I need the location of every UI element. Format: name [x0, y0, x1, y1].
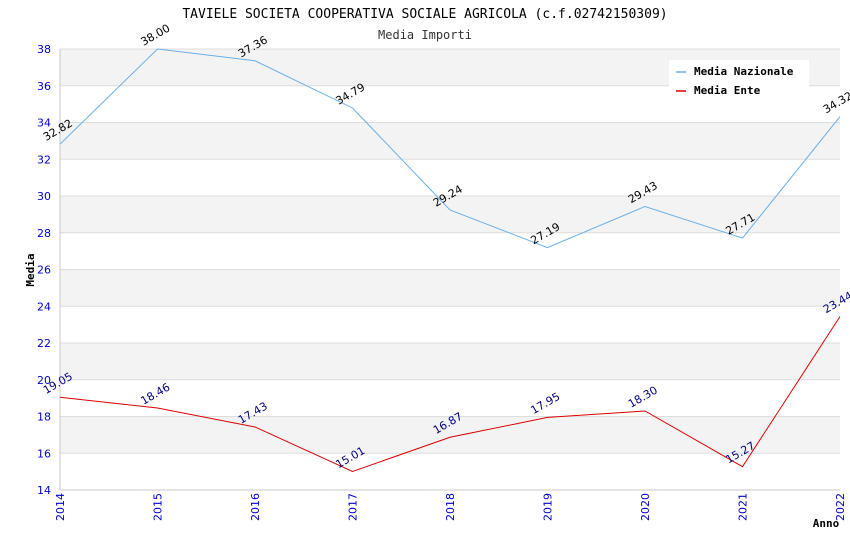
x-tick-label: 2020 — [639, 493, 652, 521]
x-tick-labels: 2014 2015 2016 2017 2018 2019 2020 2021 2022 — [54, 493, 847, 521]
y-tick-label: 34 — [37, 117, 51, 130]
plot-band — [60, 269, 840, 307]
y-tick-label: 36 — [37, 80, 51, 93]
data-series — [59, 48, 841, 472]
legend-label-media-nazionale: Media Nazionale — [694, 65, 794, 78]
series-line-media-nazionale — [59, 48, 841, 249]
plot-band — [60, 416, 840, 454]
y-tick-label: 16 — [37, 447, 51, 460]
legend: Media Nazionale Media Ente — [669, 60, 809, 104]
x-axis-label: Anno — [813, 517, 840, 530]
plot-band — [60, 306, 840, 343]
plot-band — [60, 343, 840, 380]
y-tick-label: 14 — [37, 484, 51, 497]
legend-label-media-ente: Media Ente — [694, 84, 761, 97]
legend-box — [669, 60, 809, 104]
y-tick-label: 38 — [37, 43, 51, 56]
y-tick-label: 32 — [37, 153, 51, 166]
chart-subtitle: Media Importi — [378, 28, 472, 42]
plot-band — [60, 453, 840, 490]
x-tick-label: 2022 — [834, 493, 847, 521]
y-tick-label: 30 — [37, 190, 51, 203]
chart-title: TAVIELE SOCIETA COOPERATIVA SOCIALE AGRI… — [182, 7, 667, 22]
x-tick-label: 2018 — [444, 493, 457, 521]
y-tick-label: 18 — [37, 411, 51, 424]
plot-band — [60, 196, 840, 233]
y-axis-label: Media — [24, 253, 37, 286]
y-tick-label: 22 — [37, 337, 51, 350]
plot-background-bands — [60, 49, 840, 490]
x-tick-label: 2021 — [737, 493, 750, 521]
x-tick-label: 2019 — [542, 493, 555, 521]
y-tick-labels: 14 16 18 20 22 24 26 28 30 32 34 36 38 — [37, 43, 51, 497]
plot-band — [60, 232, 840, 270]
x-tick-label: 2016 — [249, 493, 262, 521]
series-line-media-ente — [59, 316, 841, 472]
y-tick-label: 20 — [37, 374, 51, 387]
plot-band — [60, 159, 840, 196]
y-tick-label: 24 — [37, 300, 51, 313]
y-tick-label: 28 — [37, 227, 51, 240]
x-tick-label: 2017 — [347, 493, 360, 521]
plot-band — [60, 379, 840, 417]
x-tick-label: 2015 — [152, 493, 165, 521]
y-tick-label: 26 — [37, 264, 51, 277]
x-tick-label: 2014 — [54, 493, 67, 521]
data-label: 38.00 — [139, 22, 173, 49]
plot-band — [60, 122, 840, 160]
